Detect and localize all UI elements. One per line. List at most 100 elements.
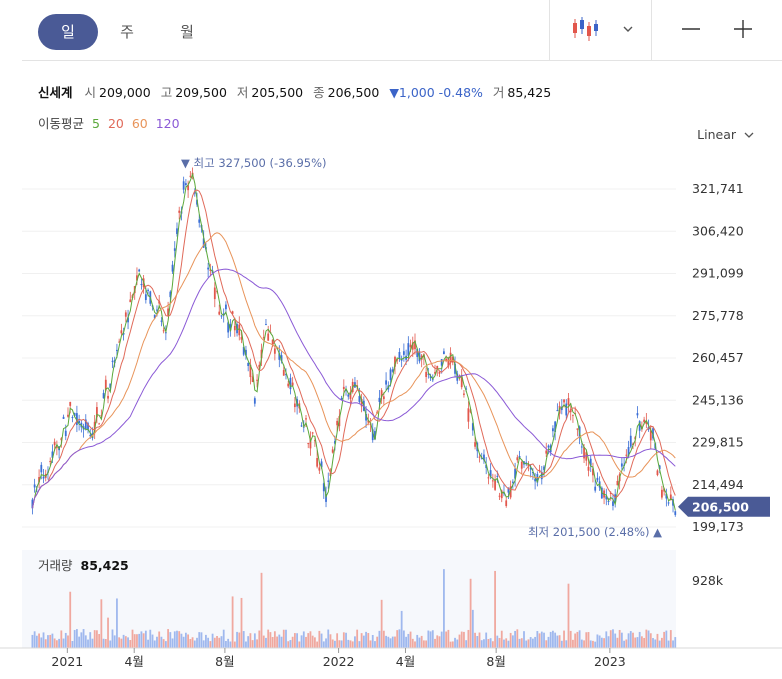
candle-body xyxy=(169,291,172,298)
volume-bar xyxy=(614,633,617,648)
candle-body xyxy=(471,423,474,431)
volume-bar xyxy=(436,635,439,648)
volume-bar xyxy=(543,632,545,648)
volume-bar xyxy=(649,633,652,648)
volume-bar xyxy=(245,641,247,648)
volume-bar xyxy=(49,634,52,648)
candle-body xyxy=(565,403,568,416)
volume-bar xyxy=(516,629,519,648)
volume-bar xyxy=(620,632,623,648)
volume-bar xyxy=(391,636,394,648)
volume-bar xyxy=(534,636,537,648)
candle-body xyxy=(251,376,254,383)
volume-bar xyxy=(198,632,201,648)
candle-body xyxy=(309,439,312,449)
volume-bar xyxy=(367,633,370,648)
volume-bar xyxy=(111,629,114,648)
volume-bar xyxy=(140,631,143,648)
volume-bar xyxy=(411,638,414,648)
volume-panel-value: 85,425 xyxy=(80,558,129,573)
volume-bar xyxy=(153,640,156,648)
volume-bar xyxy=(314,637,316,648)
candle-body xyxy=(612,501,614,506)
candle-body xyxy=(247,362,250,367)
volume-bar xyxy=(116,598,118,648)
candle-body xyxy=(427,373,430,375)
volume-bar xyxy=(520,638,523,648)
volume-bar xyxy=(476,636,479,648)
volume-bar xyxy=(262,635,265,648)
candle-body xyxy=(293,403,296,408)
volume-bar xyxy=(209,641,212,648)
moving-average-legend[interactable]: 이동평균 5 20 60 120 xyxy=(38,113,184,132)
candle-body xyxy=(649,430,652,441)
volume-bar xyxy=(354,636,356,648)
volume-bar xyxy=(124,636,127,648)
volume-bar xyxy=(345,632,347,648)
tab-weekly[interactable]: 주 xyxy=(120,23,134,41)
candle-body xyxy=(414,340,416,350)
volume-bar xyxy=(480,640,483,648)
candle-body xyxy=(331,449,334,453)
candle-body xyxy=(656,470,659,476)
candlestick-icon[interactable] xyxy=(571,16,601,42)
price-chart[interactable]: 321,741 306,420 291,099 275,778 260,457 245,1… xyxy=(0,140,782,679)
volume-bar xyxy=(616,637,619,648)
candle-body xyxy=(665,493,668,499)
volume-bar xyxy=(569,630,572,648)
zoom-in-button[interactable] xyxy=(732,18,754,40)
tab-daily[interactable]: 일 xyxy=(38,14,98,50)
volume-bar xyxy=(661,637,663,648)
volume-bar xyxy=(398,629,401,648)
volume-bar xyxy=(487,639,490,648)
volume-bar xyxy=(456,639,459,648)
candle-body xyxy=(96,407,98,418)
candle-body xyxy=(336,420,339,426)
volume-bar xyxy=(647,630,650,648)
volume-bar xyxy=(503,639,505,648)
candle-body xyxy=(529,467,532,470)
chevron-down-icon[interactable] xyxy=(622,20,634,32)
candle-body xyxy=(371,429,374,441)
scale-selector[interactable]: Linear xyxy=(697,127,754,142)
candle-body xyxy=(625,454,628,456)
volume-bar xyxy=(44,639,47,648)
candle-body xyxy=(407,343,410,356)
volume-bar xyxy=(158,631,161,648)
candle-body xyxy=(449,352,452,363)
volume-bar xyxy=(545,640,548,648)
volume-bar xyxy=(167,629,169,648)
volume-bar xyxy=(131,629,134,648)
zoom-out-button[interactable] xyxy=(680,18,702,40)
volume-bar xyxy=(82,629,85,648)
volume-bar xyxy=(305,636,307,648)
volume-bar xyxy=(98,633,101,648)
candle-body xyxy=(643,419,646,422)
candle-body xyxy=(222,313,225,316)
candle-body xyxy=(111,360,114,362)
x-tick-label: 8월 xyxy=(486,654,505,669)
stock-name: 신세계 xyxy=(38,85,73,100)
tab-monthly[interactable]: 월 xyxy=(180,23,194,41)
candle-body xyxy=(265,324,267,326)
volume-bar xyxy=(556,635,559,648)
volume-bar xyxy=(298,641,301,648)
candle-body xyxy=(507,487,510,493)
candle-body xyxy=(674,511,677,515)
volume-bar xyxy=(238,632,241,648)
volume-bar xyxy=(122,634,125,648)
candle-body xyxy=(62,416,65,419)
volume-bar xyxy=(549,631,552,648)
volume-bar xyxy=(205,634,207,648)
candle-body xyxy=(202,238,205,248)
volume-bar xyxy=(282,629,285,648)
candle-body xyxy=(171,264,174,272)
volume-bar xyxy=(276,636,278,648)
volume-bar xyxy=(191,637,194,648)
candle-body xyxy=(580,446,583,448)
volume-bar xyxy=(609,630,612,648)
volume-bar xyxy=(585,632,588,648)
volume-bar xyxy=(623,640,625,648)
candle-body xyxy=(218,311,221,315)
candle-body xyxy=(162,330,165,332)
